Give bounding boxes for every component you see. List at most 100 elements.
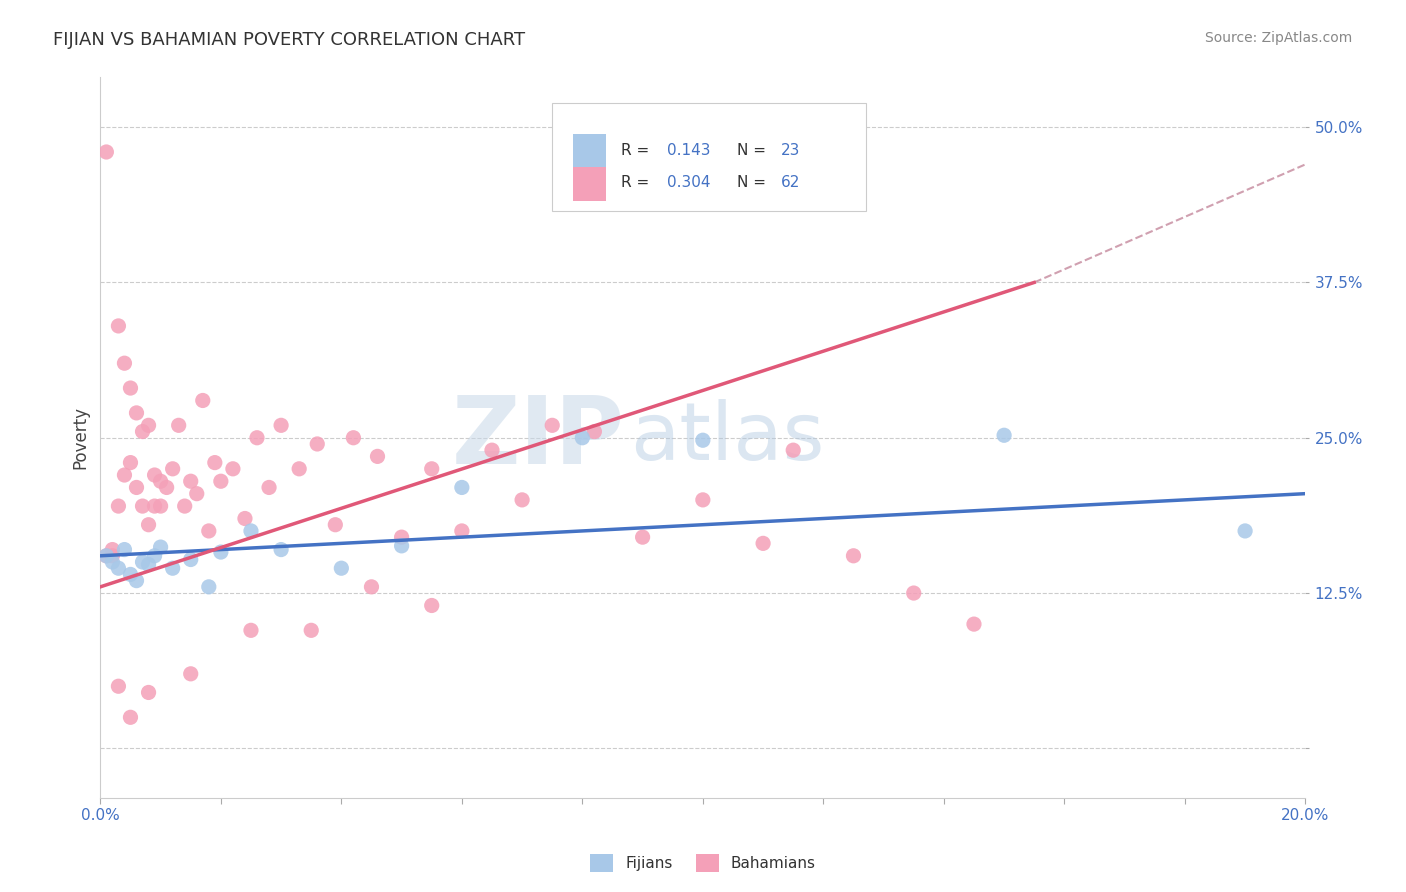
Point: [149, 475, 172, 489]
Bar: [572, 135, 606, 169]
Point: [299, 624, 322, 638]
Point: [107, 679, 129, 693]
Y-axis label: Poverty: Poverty: [72, 406, 89, 469]
Point: [204, 456, 226, 470]
Point: [149, 499, 172, 513]
Point: [270, 418, 292, 433]
Point: [180, 552, 202, 566]
Point: [360, 580, 382, 594]
Point: [233, 511, 256, 525]
Point: [173, 499, 195, 513]
Point: [420, 462, 443, 476]
Point: [162, 561, 184, 575]
Point: [222, 462, 245, 476]
Point: [107, 561, 129, 575]
Point: [240, 624, 263, 638]
Point: [692, 434, 714, 448]
Point: [583, 425, 606, 439]
Text: N =: N =: [737, 175, 766, 190]
Point: [330, 561, 353, 575]
Point: [167, 418, 190, 433]
Point: [143, 549, 166, 563]
Point: [963, 617, 986, 632]
Point: [1234, 524, 1257, 538]
Point: [131, 555, 153, 569]
Point: [120, 456, 142, 470]
Text: 62: 62: [782, 175, 800, 190]
Point: [120, 381, 142, 395]
Point: [541, 418, 564, 433]
Point: [96, 549, 118, 563]
Point: [96, 145, 118, 159]
Point: [131, 425, 153, 439]
Point: [125, 406, 148, 420]
Point: [125, 574, 148, 588]
Point: [143, 499, 166, 513]
Point: [307, 437, 329, 451]
Point: [162, 462, 184, 476]
Point: [342, 431, 364, 445]
Text: 0.143: 0.143: [666, 143, 710, 158]
Point: [903, 586, 925, 600]
Point: [186, 486, 208, 500]
Point: [138, 418, 160, 433]
Text: R =: R =: [621, 175, 650, 190]
Point: [107, 499, 129, 513]
Point: [391, 539, 413, 553]
Point: [481, 443, 503, 458]
Legend: Fijians, Bahamians: Fijians, Bahamians: [582, 846, 824, 880]
Point: [191, 393, 214, 408]
Point: [114, 356, 136, 370]
Point: [143, 468, 166, 483]
FancyBboxPatch shape: [553, 103, 866, 211]
Point: [257, 480, 280, 494]
Point: [842, 549, 865, 563]
Point: [323, 517, 346, 532]
Point: [366, 450, 388, 464]
Point: [391, 530, 413, 544]
Text: 23: 23: [782, 143, 800, 158]
Point: [246, 431, 269, 445]
Point: [198, 524, 221, 538]
Point: [131, 499, 153, 513]
Point: [782, 443, 804, 458]
Text: Source: ZipAtlas.com: Source: ZipAtlas.com: [1205, 31, 1353, 45]
Point: [240, 524, 263, 538]
Text: ZIP: ZIP: [451, 392, 624, 483]
Point: [270, 542, 292, 557]
Text: FIJIAN VS BAHAMIAN POVERTY CORRELATION CHART: FIJIAN VS BAHAMIAN POVERTY CORRELATION C…: [53, 31, 526, 49]
Point: [125, 480, 148, 494]
Point: [114, 468, 136, 483]
Bar: [572, 167, 606, 202]
Point: [450, 480, 472, 494]
Text: atlas: atlas: [630, 399, 825, 476]
Text: R =: R =: [621, 143, 650, 158]
Point: [180, 475, 202, 489]
Point: [101, 549, 124, 563]
Point: [180, 666, 202, 681]
Point: [149, 540, 172, 554]
Point: [138, 517, 160, 532]
Point: [107, 318, 129, 333]
Point: [288, 462, 311, 476]
Point: [209, 545, 232, 559]
Text: 0.304: 0.304: [666, 175, 710, 190]
Point: [993, 428, 1015, 442]
Point: [692, 492, 714, 507]
Point: [138, 685, 160, 699]
Point: [198, 580, 221, 594]
Point: [420, 599, 443, 613]
Point: [752, 536, 775, 550]
Point: [96, 549, 118, 563]
Point: [120, 567, 142, 582]
Point: [101, 542, 124, 557]
Point: [450, 524, 472, 538]
Text: N =: N =: [737, 143, 766, 158]
Point: [571, 431, 593, 445]
Point: [120, 710, 142, 724]
Point: [631, 530, 654, 544]
Point: [156, 480, 179, 494]
Point: [209, 475, 232, 489]
Point: [114, 542, 136, 557]
Point: [138, 558, 160, 572]
